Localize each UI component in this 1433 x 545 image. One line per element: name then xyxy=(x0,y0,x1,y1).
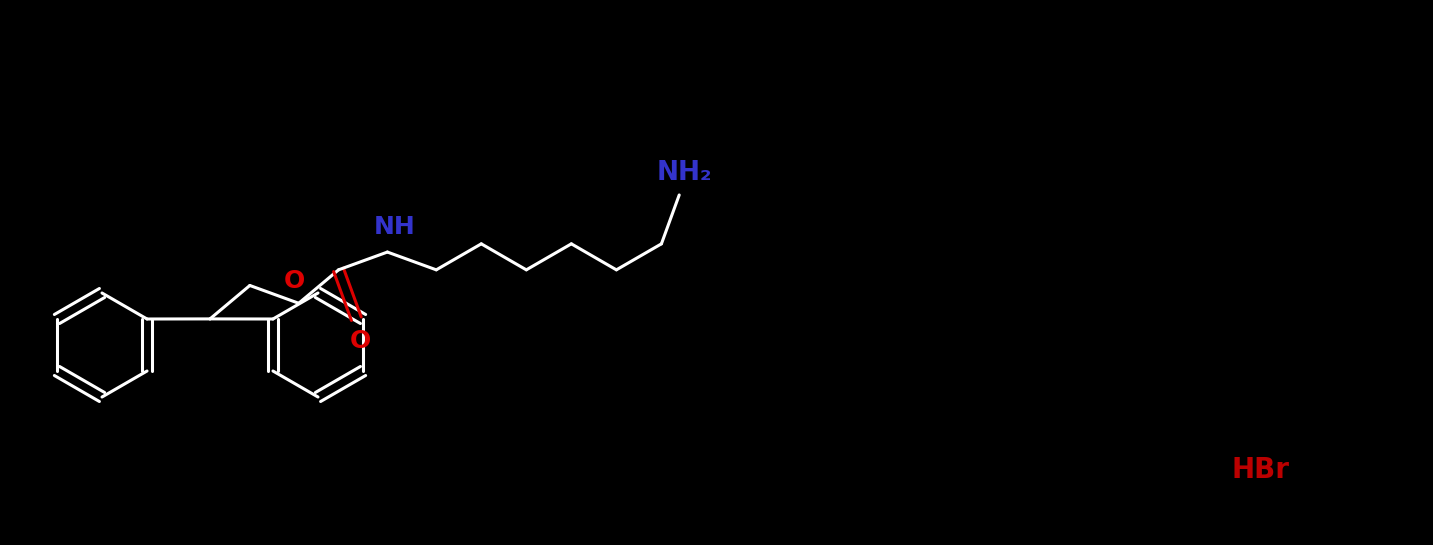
Text: NH₂: NH₂ xyxy=(656,160,712,186)
Text: O: O xyxy=(350,329,371,353)
Text: HBr: HBr xyxy=(1231,456,1290,484)
Text: NH: NH xyxy=(374,215,416,239)
Text: O: O xyxy=(284,269,305,293)
